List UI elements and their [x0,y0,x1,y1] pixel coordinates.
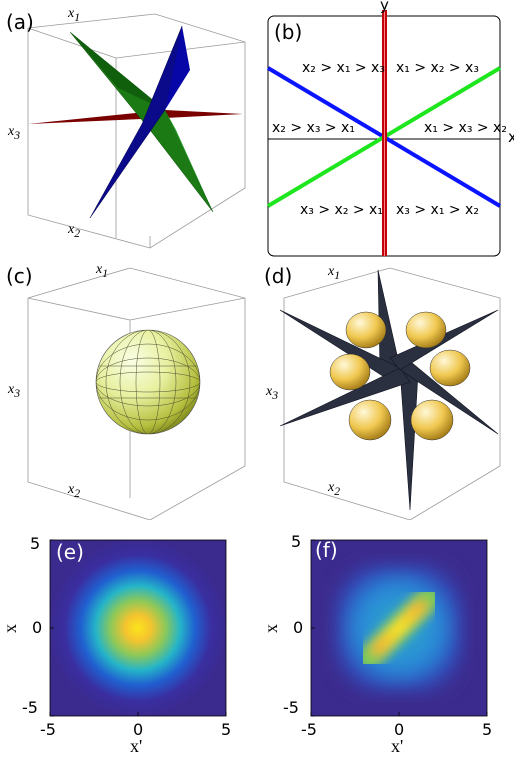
panel-f-xtick-5: 5 [482,720,493,739]
panel-b-label: (b) [274,20,303,44]
panel-e-ylabel: x [0,624,20,633]
panel-e-xtick-neg5: -5 [40,720,56,739]
panel-e: (e) 5 0 -5 -5 0 5 x x' [0,530,257,757]
panel-b-figure [266,10,502,257]
panel-f-xtick-0: 0 [394,720,405,739]
panel-d-planes [279,269,499,511]
panel-c-label: (c) [6,264,33,288]
region-lr: x₃ > x₁ > x₂ [396,202,479,218]
panel-d-label: (d) [264,264,293,288]
panel-d-box [283,267,501,520]
panel-f-ylabel: x [261,624,281,633]
panel-a-x3-label: x3 [8,124,21,142]
panel-a-x1-label: x1 [68,6,81,24]
panel-d-lobes [329,311,471,441]
panel-e-ytick-0: 0 [32,618,43,637]
panel-b: (b) y x x₂ > x₁ > x₃ x₁ > x₂ > x₃ x₂ > x… [260,0,514,258]
panel-f: (f) 5 0 -5 -5 0 5 x x' [257,530,514,757]
panel-a: (a) x1 x3 x2 [0,0,260,250]
panel-c-figure [27,267,246,520]
panel-d-x1-label: x1 [328,264,341,282]
panel-f-label: (f) [315,538,338,562]
plane-green [69,31,214,213]
panel-f-figure [310,539,488,717]
region-mr: x₁ > x₃ > x₂ [424,120,507,136]
panel-a-label: (a) [6,10,34,34]
panel-f-xlabel: x' [391,736,404,756]
sphere [95,329,201,435]
panel-d-figure [279,267,501,520]
panel-e-ytick-5: 5 [30,534,41,553]
panel-f-ytick-0: 0 [293,618,304,637]
panel-a-x2-label: x2 [68,222,81,240]
panel-f-xtick-neg5: -5 [301,720,317,739]
panel-d-x2-label: x2 [328,480,341,498]
plane-red [28,110,243,124]
panel-c-x1-label: x1 [96,262,109,280]
panel-e-xtick-5: 5 [221,720,232,739]
panel-e-figure [49,539,227,717]
panel-d-x3-label: x3 [266,384,279,402]
panel-e-label: (e) [56,540,84,564]
panel-e-xlabel: x' [130,736,143,756]
panel-f-ytick-neg5: -5 [283,698,299,717]
panel-b-x-label: x [508,128,514,146]
region-ml: x₂ > x₃ > x₁ [272,120,355,136]
panel-d: (d) x1 x3 x2 [260,258,514,520]
panel-c-x3-label: x3 [8,382,21,400]
panel-e-xtick-0: 0 [133,720,144,739]
panel-c-x2-label: x2 [68,482,81,500]
panel-b-y-label: y [380,0,389,14]
panel-a-figure [27,13,246,249]
panel-a-box [27,13,246,249]
region-ul: x₂ > x₁ > x₃ [302,60,385,76]
panel-c: (c) x1 x3 x2 [0,258,260,520]
region-ll: x₃ > x₂ > x₁ [300,202,383,218]
region-ur: x₁ > x₂ > x₃ [396,60,479,76]
panel-e-ytick-neg5: -5 [22,698,38,717]
panel-f-ytick-5: 5 [291,532,302,551]
